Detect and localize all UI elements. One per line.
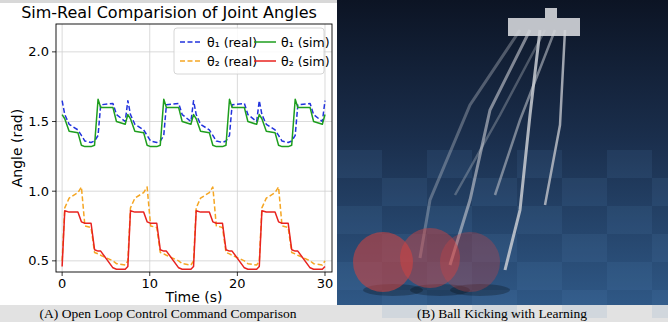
plot-background bbox=[56, 24, 332, 272]
robot-leg bbox=[420, 30, 520, 258]
floor-tile bbox=[382, 178, 427, 206]
scene bbox=[337, 0, 668, 318]
grid-line bbox=[56, 121, 332, 122]
floor-tile bbox=[517, 262, 562, 290]
floor-tile bbox=[607, 262, 652, 290]
grid bbox=[56, 24, 332, 272]
floor-tile bbox=[652, 290, 668, 318]
legend: θ₁ (real) θ₂ (real) θ₁ (sim) θ₂ (sim) bbox=[174, 28, 330, 74]
floor-tile bbox=[607, 150, 652, 178]
caption-band bbox=[0, 305, 668, 322]
caption: (A) Open Loop Control Command Comparison bbox=[40, 306, 297, 321]
x-axis-label: Time (s) bbox=[165, 289, 223, 305]
grid-line bbox=[62, 24, 63, 272]
y-axis-label: Angle (rad) bbox=[9, 109, 25, 187]
plot-frame bbox=[56, 24, 332, 272]
grid-line bbox=[56, 191, 332, 192]
tick-mark bbox=[52, 121, 56, 122]
legend-label: θ₂ (sim) bbox=[281, 54, 330, 69]
floor-tile bbox=[337, 150, 382, 178]
robot-body bbox=[508, 18, 580, 36]
scene-background bbox=[337, 0, 668, 305]
tick-label: 0 bbox=[58, 276, 66, 291]
legend-swatch bbox=[254, 41, 276, 43]
legend-label: θ₂ (real) bbox=[207, 54, 257, 69]
robot-leg bbox=[505, 30, 540, 270]
legend-label: θ₁ (real) bbox=[207, 35, 257, 50]
legend-swatch bbox=[254, 60, 276, 62]
chart-title: Sim-Real Comparision of Joint Angles bbox=[21, 3, 317, 22]
legend-label: θ₁ (sim) bbox=[281, 35, 330, 50]
data-lines bbox=[62, 99, 325, 269]
tick-mark bbox=[52, 260, 56, 261]
figure: 0 10 20 30 0.5 1.0 1.5 2.0 Sim-Real Comparision … bbox=[0, 0, 668, 322]
series-line bbox=[62, 99, 325, 146]
tick-label: 1.5 bbox=[28, 114, 49, 129]
tick-label: 2.0 bbox=[28, 44, 49, 59]
floor-tile bbox=[652, 178, 668, 206]
floor-tile bbox=[337, 206, 382, 234]
tick-label: 30 bbox=[317, 276, 334, 291]
tick-label: 10 bbox=[141, 276, 158, 291]
legend-swatch bbox=[180, 60, 202, 62]
legend-swatch bbox=[180, 41, 202, 43]
tick-mark bbox=[52, 51, 56, 52]
tick-mark bbox=[52, 191, 56, 192]
ball bbox=[440, 232, 500, 292]
grid-line bbox=[149, 24, 150, 272]
tick-label: 1.0 bbox=[28, 184, 49, 199]
floor-tile bbox=[517, 206, 562, 234]
series-line bbox=[62, 211, 325, 270]
floor-tile bbox=[652, 234, 668, 262]
robot-leg bbox=[545, 30, 565, 205]
floor-tile bbox=[562, 178, 607, 206]
floor-tile bbox=[472, 178, 517, 206]
floor-tile bbox=[562, 234, 607, 262]
floor-tile bbox=[607, 206, 652, 234]
robot-leg bbox=[450, 30, 530, 265]
caption: (B) Ball Kicking with Learning bbox=[417, 306, 587, 321]
tick-label: 0.5 bbox=[28, 253, 49, 268]
tick-label: 20 bbox=[229, 276, 246, 291]
robot-mount bbox=[545, 8, 557, 22]
